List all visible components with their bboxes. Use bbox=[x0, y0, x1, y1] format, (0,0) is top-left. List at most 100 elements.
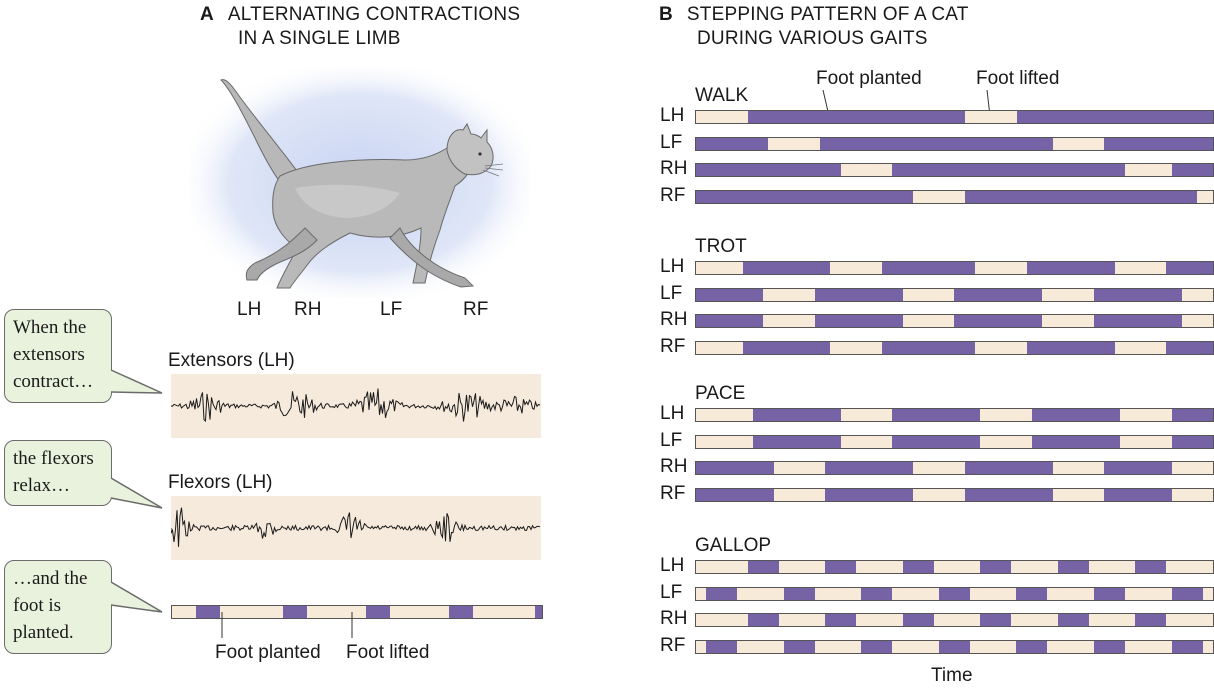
limb-label-rf: RF bbox=[463, 299, 489, 320]
callout-flexors: the flexors relax… bbox=[4, 440, 112, 506]
foot-planted-segment bbox=[1026, 341, 1115, 354]
foot-lifted-segment bbox=[1202, 587, 1213, 600]
foot-lifted-segment bbox=[913, 190, 965, 203]
row-label-rh: RH bbox=[660, 456, 688, 477]
gait-title-walk: WALK bbox=[695, 85, 749, 106]
foot-planted-segment bbox=[902, 614, 934, 626]
time-axis-label: Time bbox=[931, 665, 973, 686]
row-label-rh: RH bbox=[660, 158, 688, 179]
row-label-lh: LH bbox=[660, 555, 685, 576]
foot-planted-segment bbox=[747, 111, 965, 123]
foot-planted-segment bbox=[1031, 409, 1120, 421]
foot-planted-segment bbox=[696, 288, 764, 301]
foot-lifted-segment bbox=[1047, 587, 1094, 600]
foot-planted-segment bbox=[196, 606, 221, 618]
foot-lifted-segment bbox=[1125, 587, 1172, 600]
foot-planted-segment bbox=[1166, 341, 1213, 354]
foot-planted-segment bbox=[1104, 488, 1172, 501]
step-bar-walk-rf bbox=[695, 189, 1214, 204]
foot-planted-segment bbox=[1104, 462, 1172, 474]
step-bar-gallop-lh bbox=[695, 560, 1214, 574]
foot-lifted-segment bbox=[1088, 561, 1136, 573]
extensors-label: Extensors (LH) bbox=[168, 350, 295, 371]
foot-lifted-segment bbox=[1114, 262, 1167, 274]
foot-planted-segment bbox=[1171, 640, 1203, 653]
row-label-rh: RH bbox=[660, 309, 688, 330]
foot-planted-segment bbox=[1104, 137, 1213, 150]
callout-line: foot is bbox=[13, 595, 62, 616]
foot-planted-segment bbox=[902, 561, 934, 573]
row-label-rf: RF bbox=[660, 184, 686, 206]
foot-planted-segment bbox=[954, 315, 1043, 327]
foot-lifted-segment bbox=[696, 587, 707, 600]
panel-a-title: A ALTERNATING CONTRACTIONS IN A SINGLE LI… bbox=[200, 3, 520, 51]
foot-lifted-segment bbox=[1047, 640, 1094, 653]
cat-illustration bbox=[190, 68, 530, 298]
foot-lifted-segment bbox=[696, 614, 748, 626]
foot-lifted-segment bbox=[1119, 409, 1172, 421]
foot-planted-segment bbox=[882, 262, 976, 274]
foot-planted-segment bbox=[742, 341, 831, 354]
foot-planted-segment bbox=[964, 462, 1053, 474]
callout-line: …and the bbox=[13, 568, 88, 589]
foot-planted-segment bbox=[1031, 435, 1120, 448]
foot-lifted-segment bbox=[1166, 561, 1213, 573]
foot-lifted-segment bbox=[773, 488, 826, 501]
foot-lifted-segment bbox=[933, 561, 981, 573]
foot-planted-segment bbox=[752, 435, 841, 448]
panel-a-step-bar bbox=[171, 605, 543, 619]
flexors-emg-panel bbox=[171, 496, 541, 560]
foot-lifted-segment bbox=[1181, 315, 1213, 327]
foot-lifted-segment bbox=[840, 435, 893, 448]
foot-planted-segment bbox=[892, 435, 981, 448]
foot-lifted-segment bbox=[1042, 288, 1095, 301]
panel-b-foot-planted-label: Foot planted bbox=[816, 68, 922, 89]
foot-lifted-segment bbox=[763, 288, 815, 301]
step-bar-gallop-rf bbox=[695, 639, 1214, 654]
foot-planted-segment bbox=[825, 462, 914, 474]
panel-b-letter: B bbox=[659, 4, 673, 25]
foot-planted-segment bbox=[814, 315, 903, 327]
foot-lifted-segment bbox=[1202, 640, 1213, 653]
foot-lifted-segment bbox=[737, 587, 784, 600]
foot-lifted-segment bbox=[830, 341, 883, 354]
foot-planted-segment bbox=[706, 587, 738, 600]
foot-planted-segment bbox=[861, 640, 893, 653]
foot-planted-segment bbox=[1026, 262, 1115, 274]
foot-lifted-segment bbox=[1052, 137, 1105, 150]
foot-planted-segment bbox=[1093, 587, 1125, 600]
foot-planted-segment bbox=[696, 137, 769, 150]
row-label-lf: LF bbox=[660, 581, 683, 603]
gait-title-trot: TROT bbox=[695, 236, 747, 257]
row-label-lf: LF bbox=[660, 282, 683, 304]
foot-lifted-segment bbox=[969, 640, 1017, 653]
limb-label-lh: LH bbox=[237, 299, 262, 320]
step-bar-pace-rf bbox=[695, 487, 1214, 502]
foot-lifted-segment bbox=[763, 315, 815, 327]
foot-lifted-segment bbox=[830, 262, 883, 274]
foot-planted-segment bbox=[825, 614, 857, 626]
foot-lifted-segment bbox=[389, 606, 449, 618]
foot-lifted-segment bbox=[975, 341, 1027, 354]
row-label-rh: RH bbox=[660, 608, 688, 629]
callout-line: relax… bbox=[13, 475, 70, 496]
foot-lifted-segment bbox=[1052, 462, 1105, 474]
foot-lifted-segment bbox=[892, 587, 939, 600]
foot-planted-segment bbox=[938, 640, 970, 653]
flexors-label: Flexors (LH) bbox=[168, 472, 273, 493]
callout-foot: …and the foot is planted. bbox=[4, 560, 112, 654]
foot-planted-segment bbox=[954, 288, 1043, 301]
foot-planted-segment bbox=[535, 606, 542, 618]
foot-lifted-segment bbox=[969, 587, 1017, 600]
foot-lifted-segment bbox=[778, 614, 826, 626]
panel-b-title-line2: DURING VARIOUS GAITS bbox=[697, 28, 928, 49]
foot-planted-segment bbox=[696, 462, 774, 474]
foot-planted-segment bbox=[783, 640, 815, 653]
step-bar-trot-lh bbox=[695, 261, 1214, 275]
foot-planted-segment bbox=[980, 561, 1012, 573]
panel-a-foot-planted-label: Foot planted bbox=[215, 642, 321, 663]
limb-label-lf: LF bbox=[380, 299, 403, 320]
foot-planted-segment bbox=[1171, 435, 1213, 448]
foot-lifted-segment bbox=[472, 606, 536, 618]
row-label-rf: RF bbox=[660, 634, 686, 656]
